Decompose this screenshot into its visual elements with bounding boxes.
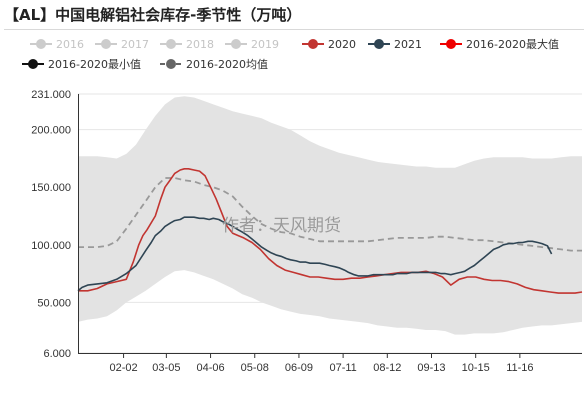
y-tick-label: 231.000 [31, 89, 71, 101]
legend-item-min[interactable]: 2016-2020最小值 [22, 56, 141, 72]
legend-label: 2016 [56, 37, 84, 51]
legend-item-2019[interactable]: 2019 [225, 36, 279, 52]
legend-item-2020[interactable]: 2020 [302, 36, 356, 52]
legend-marker-icon [160, 38, 182, 50]
x-tick-label: 06-09 [285, 362, 313, 374]
series-line-2016-2020均值 [78, 177, 582, 252]
legend-marker-icon [368, 38, 390, 50]
legend-item-2017[interactable]: 2017 [95, 36, 149, 52]
series-line-2020 [78, 168, 583, 294]
legend-label: 2016-2020最大值 [466, 38, 559, 51]
x-tick-label: 09-13 [417, 362, 445, 374]
x-tick-label: 11-16 [506, 362, 533, 374]
legend-label: 2016-2020最小值 [48, 58, 141, 71]
legend-marker-icon [160, 58, 182, 70]
legend-marker-icon [440, 38, 462, 50]
x-tick-label: 04-06 [196, 362, 224, 374]
legend-label: 2021 [394, 37, 422, 51]
legend-marker-icon [302, 38, 324, 50]
x-tick-label: 07-11 [329, 362, 356, 374]
y-tick-label: 50.000 [37, 297, 71, 309]
x-tick-label: 08-12 [373, 362, 401, 374]
legend-label: 2016-2020均值 [186, 58, 268, 71]
x-tick-label: 05-08 [241, 362, 269, 374]
band-area [78, 96, 582, 335]
y-tick-label: 200.000 [31, 125, 71, 137]
legend-label: 2018 [186, 37, 214, 51]
legend-marker-icon [30, 38, 52, 50]
x-tick-label: 02-02 [109, 362, 137, 374]
minmax-band [78, 96, 582, 335]
legend-label: 2019 [251, 37, 279, 51]
axes: 231.000 200.000 150.000 100.000 50.000 6.000 0… [31, 89, 582, 374]
legend-marker-icon [22, 58, 44, 70]
y-tick-label: 100.000 [31, 240, 71, 252]
title-divider [4, 29, 584, 30]
legend-item-2018[interactable]: 2018 [160, 36, 214, 52]
legend-item-2016[interactable]: 2016 [30, 36, 84, 52]
series-line-2021 [77, 216, 553, 292]
watermark-text: 作者：天风期货 [222, 216, 341, 236]
y-tick-label: 6.000 [43, 348, 71, 360]
series-lines [77, 168, 583, 294]
legend-item-2021[interactable]: 2021 [368, 36, 422, 52]
legend-item-max[interactable]: 2016-2020最大值 [440, 36, 559, 52]
legend-item-mean[interactable]: 2016-2020均值 [160, 56, 268, 72]
legend-label: 2020 [328, 37, 356, 51]
legend-marker-icon [225, 38, 247, 50]
x-tick-label: 10-15 [462, 362, 490, 374]
chart-title: 【AL】中国电解铝社会库存-季节性（万吨） [4, 6, 302, 24]
legend-label: 2017 [121, 37, 149, 51]
y-tick-label: 150.000 [31, 182, 71, 194]
legend-marker-icon [95, 38, 117, 50]
x-tick-label: 03-05 [152, 362, 180, 374]
